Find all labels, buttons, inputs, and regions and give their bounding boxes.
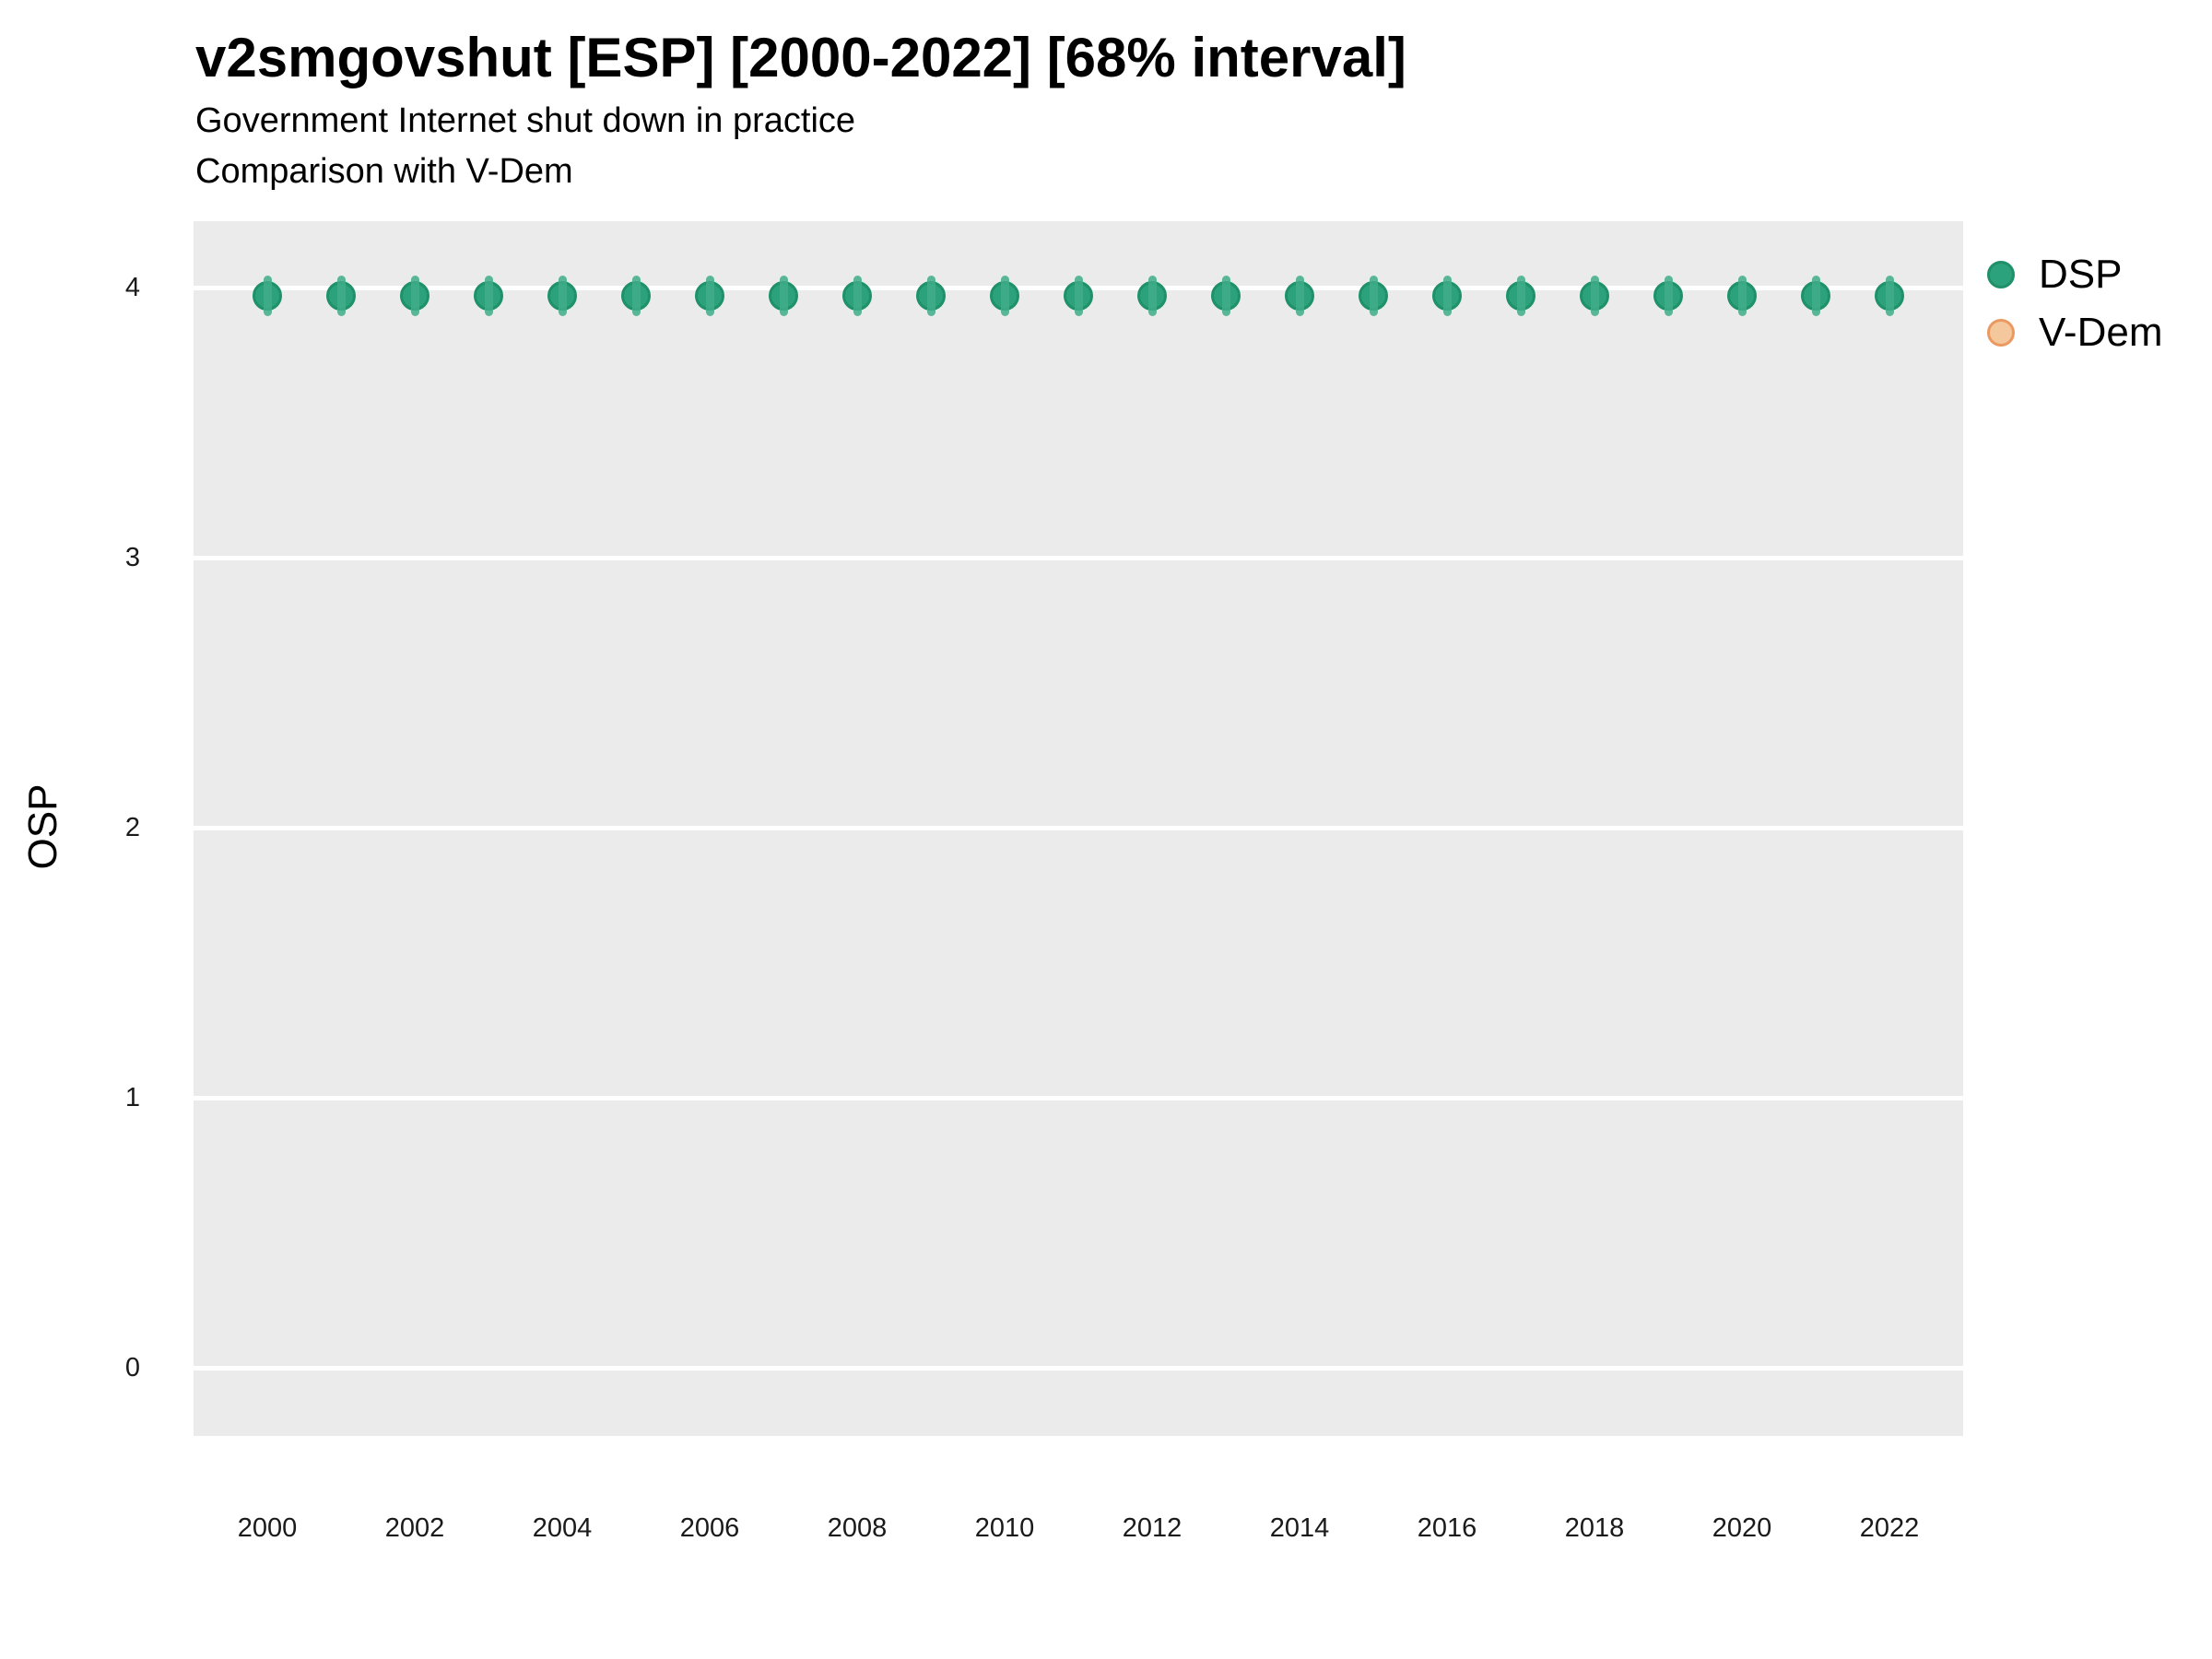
data-point-dsp-2022 — [1873, 275, 1906, 316]
data-point-dsp-2015 — [1357, 275, 1390, 316]
data-point-dsp-2006 — [693, 275, 726, 316]
data-point-dsp-2004 — [546, 275, 579, 316]
interval-bar — [1516, 275, 1525, 316]
interval-bar — [1590, 275, 1599, 316]
data-point-dsp-2021 — [1799, 275, 1832, 316]
data-point-dsp-2009 — [914, 275, 947, 316]
interval-bar — [1369, 275, 1378, 316]
x-tick-label-2002: 2002 — [384, 1513, 445, 1543]
data-point-dsp-2003 — [472, 275, 505, 316]
interval-bar — [1737, 275, 1747, 316]
y-axis-title: OSP — [20, 783, 65, 870]
x-tick-label-2008: 2008 — [827, 1513, 888, 1543]
y-tick-label-2: 2 — [124, 813, 140, 842]
data-point-dsp-2010 — [988, 275, 1021, 316]
interval-bar — [410, 275, 419, 316]
data-point-dsp-2005 — [619, 275, 653, 316]
x-tick-label-2018: 2018 — [1564, 1513, 1625, 1543]
x-tick-label-2016: 2016 — [1417, 1513, 1477, 1543]
data-point-dsp-2008 — [841, 275, 874, 316]
interval-bar — [1442, 275, 1452, 316]
chart-subtitle: Government Internet shut down in practic… — [195, 96, 855, 197]
x-tick-label-2022: 2022 — [1859, 1513, 1920, 1543]
interval-bar — [1221, 275, 1230, 316]
plot-panel — [194, 221, 1963, 1436]
data-point-dsp-2014 — [1283, 275, 1316, 316]
data-point-dsp-2012 — [1135, 275, 1169, 316]
interval-bar — [631, 275, 641, 316]
gridline-y-3 — [194, 555, 1963, 560]
legend-item-dsp: DSP — [1987, 251, 2162, 299]
interval-bar — [853, 275, 862, 316]
x-tick-label-2014: 2014 — [1269, 1513, 1330, 1543]
gridline-y-0 — [194, 1365, 1963, 1371]
interval-bar — [1147, 275, 1157, 316]
interval-bar — [1000, 275, 1009, 316]
chart-subtitle-line-1: Government Internet shut down in practic… — [195, 101, 856, 140]
x-tick-label-2004: 2004 — [532, 1513, 593, 1543]
y-tick-label-1: 1 — [124, 1083, 140, 1112]
interval-bar — [558, 275, 567, 316]
legend-marker-circle — [1987, 319, 2015, 347]
interval-bar — [263, 275, 272, 316]
data-point-dsp-2020 — [1725, 275, 1759, 316]
interval-bar — [1295, 275, 1304, 316]
y-tick-label-4: 4 — [124, 273, 140, 302]
x-tick-label-2000: 2000 — [237, 1513, 298, 1543]
data-point-dsp-2017 — [1504, 275, 1537, 316]
interval-bar — [484, 275, 493, 316]
y-tick-label-3: 3 — [124, 543, 140, 572]
chart-title: v2smgovshut [ESP] [2000-2022] [68% inter… — [195, 27, 1406, 88]
y-tick-label-0: 0 — [124, 1353, 140, 1382]
x-tick-label-2020: 2020 — [1712, 1513, 1772, 1543]
chart-subtitle-line-2: Comparison with V-Dem — [195, 152, 573, 191]
x-tick-label-2010: 2010 — [974, 1513, 1035, 1543]
interval-bar — [1074, 275, 1083, 316]
interval-bar — [705, 275, 714, 316]
data-point-dsp-2011 — [1062, 275, 1095, 316]
data-point-dsp-2001 — [324, 275, 358, 316]
data-point-dsp-2016 — [1430, 275, 1464, 316]
interval-bar — [926, 275, 935, 316]
data-point-dsp-2000 — [251, 275, 284, 316]
data-point-dsp-2013 — [1209, 275, 1242, 316]
gridline-y-2 — [194, 825, 1963, 830]
legend-label: DSP — [2039, 252, 2123, 297]
legend-marker-circle — [1987, 261, 2015, 288]
interval-bar — [336, 275, 346, 316]
legend: DSP V-Dem — [1987, 251, 2162, 357]
x-tick-label-2012: 2012 — [1122, 1513, 1182, 1543]
gridline-y-1 — [194, 1095, 1963, 1100]
interval-bar — [1885, 275, 1894, 316]
data-point-dsp-2018 — [1578, 275, 1611, 316]
data-point-dsp-2002 — [398, 275, 431, 316]
interval-bar — [779, 275, 788, 316]
data-point-dsp-2007 — [767, 275, 800, 316]
data-point-dsp-2019 — [1652, 275, 1685, 316]
legend-item-v-dem: V-Dem — [1987, 309, 2162, 357]
interval-bar — [1664, 275, 1673, 316]
x-tick-label-2006: 2006 — [679, 1513, 740, 1543]
interval-bar — [1811, 275, 1820, 316]
legend-label: V-Dem — [2039, 310, 2163, 355]
